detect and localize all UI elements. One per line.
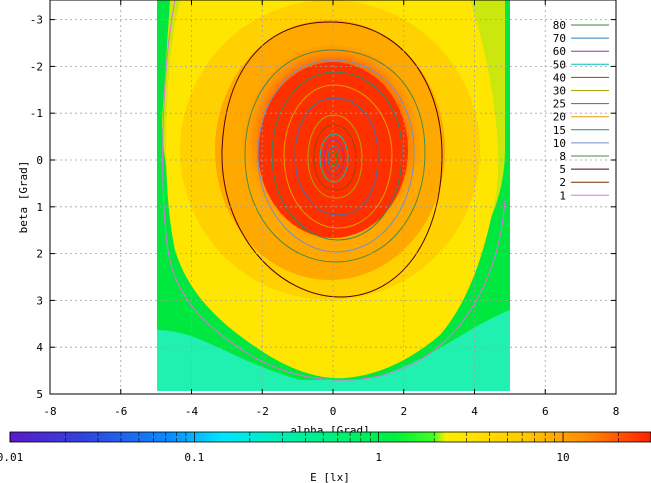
legend-entry: 60 (553, 45, 609, 58)
legend-entry-label: 20 (553, 111, 566, 124)
y-axis-label: beta [Grad] (17, 161, 30, 234)
legend-entry: 8 (559, 150, 609, 163)
legend-entry-label: 60 (553, 45, 566, 58)
y-tick-label: 3 (36, 294, 43, 307)
legend-entry-label: 8 (559, 150, 566, 163)
x-tick-label: -2 (256, 405, 269, 418)
colorbar-tick-label: 0.01 (0, 451, 23, 464)
legend-entry-label: 40 (553, 71, 566, 84)
legend-entry-label: 2 (559, 176, 566, 189)
x-tick-label: 6 (542, 405, 549, 418)
legend-entry-label: 30 (553, 85, 566, 98)
y-tick-label: -2 (30, 60, 43, 73)
y-tick-label: -3 (30, 14, 43, 27)
grid-lines (50, 0, 616, 394)
colorbar-tick-label: 1 (375, 451, 382, 464)
contour-lines (162, 0, 506, 381)
x-tick-label: 2 (400, 405, 407, 418)
legend-entry-label: 10 (553, 137, 566, 150)
x-tick-label: 8 (613, 405, 620, 418)
legend-entry: 50 (553, 58, 609, 71)
colorbar-ticks: 0.01 0.1 1 10 (0, 451, 570, 464)
colorbar-tick-label: 10 (556, 451, 569, 464)
colorbar-minor-ticks (9, 432, 651, 442)
y-tick-label: 5 (36, 388, 43, 401)
legend-entry: 80 (553, 19, 609, 32)
x-tick-label: 4 (471, 405, 478, 418)
legend-entry: 70 (553, 32, 609, 45)
y-tick-label: 0 (36, 154, 43, 167)
legend-entry: 20 (553, 111, 609, 124)
colorbar-label: E [lx] (310, 471, 350, 483)
legend-entry-label: 5 (559, 163, 566, 176)
legend-entry: 15 (553, 124, 609, 137)
x-axis: -8 -6 -4 -2 0 2 4 6 8 (43, 0, 619, 418)
colorbar-tick-label: 0.1 (184, 451, 204, 464)
legend-entry: 10 (553, 137, 609, 150)
legend-entry: 1 (559, 189, 609, 202)
y-tick-label: 1 (36, 201, 43, 214)
colorbar: 0.01 0.1 1 10 E [lx] (0, 431, 651, 483)
y-tick-label: 4 (36, 341, 43, 354)
legend-entry-label: 50 (553, 58, 566, 71)
x-tick-label: -6 (114, 405, 127, 418)
y-tick-label: -1 (30, 107, 43, 120)
legend-entry-label: 70 (553, 32, 566, 45)
colorbar-gradient (10, 432, 651, 442)
legend-entry: 30 (553, 85, 609, 98)
legend-entry: 5 (559, 163, 609, 176)
legend-entry: 25 (553, 98, 609, 111)
y-tick-label: 2 (36, 248, 43, 261)
legend-entry-label: 80 (553, 19, 566, 32)
heatmap-field (157, 0, 510, 391)
x-tick-label: -4 (185, 405, 199, 418)
legend-entry: 40 (553, 71, 609, 84)
legend-entry-label: 25 (553, 98, 566, 111)
legend-entry: 2 (559, 176, 609, 189)
legend-entry-label: 1 (559, 189, 566, 202)
legend-entry-label: 15 (553, 124, 566, 137)
x-tick-label: 0 (330, 405, 337, 418)
x-tick-label: -8 (43, 405, 56, 418)
